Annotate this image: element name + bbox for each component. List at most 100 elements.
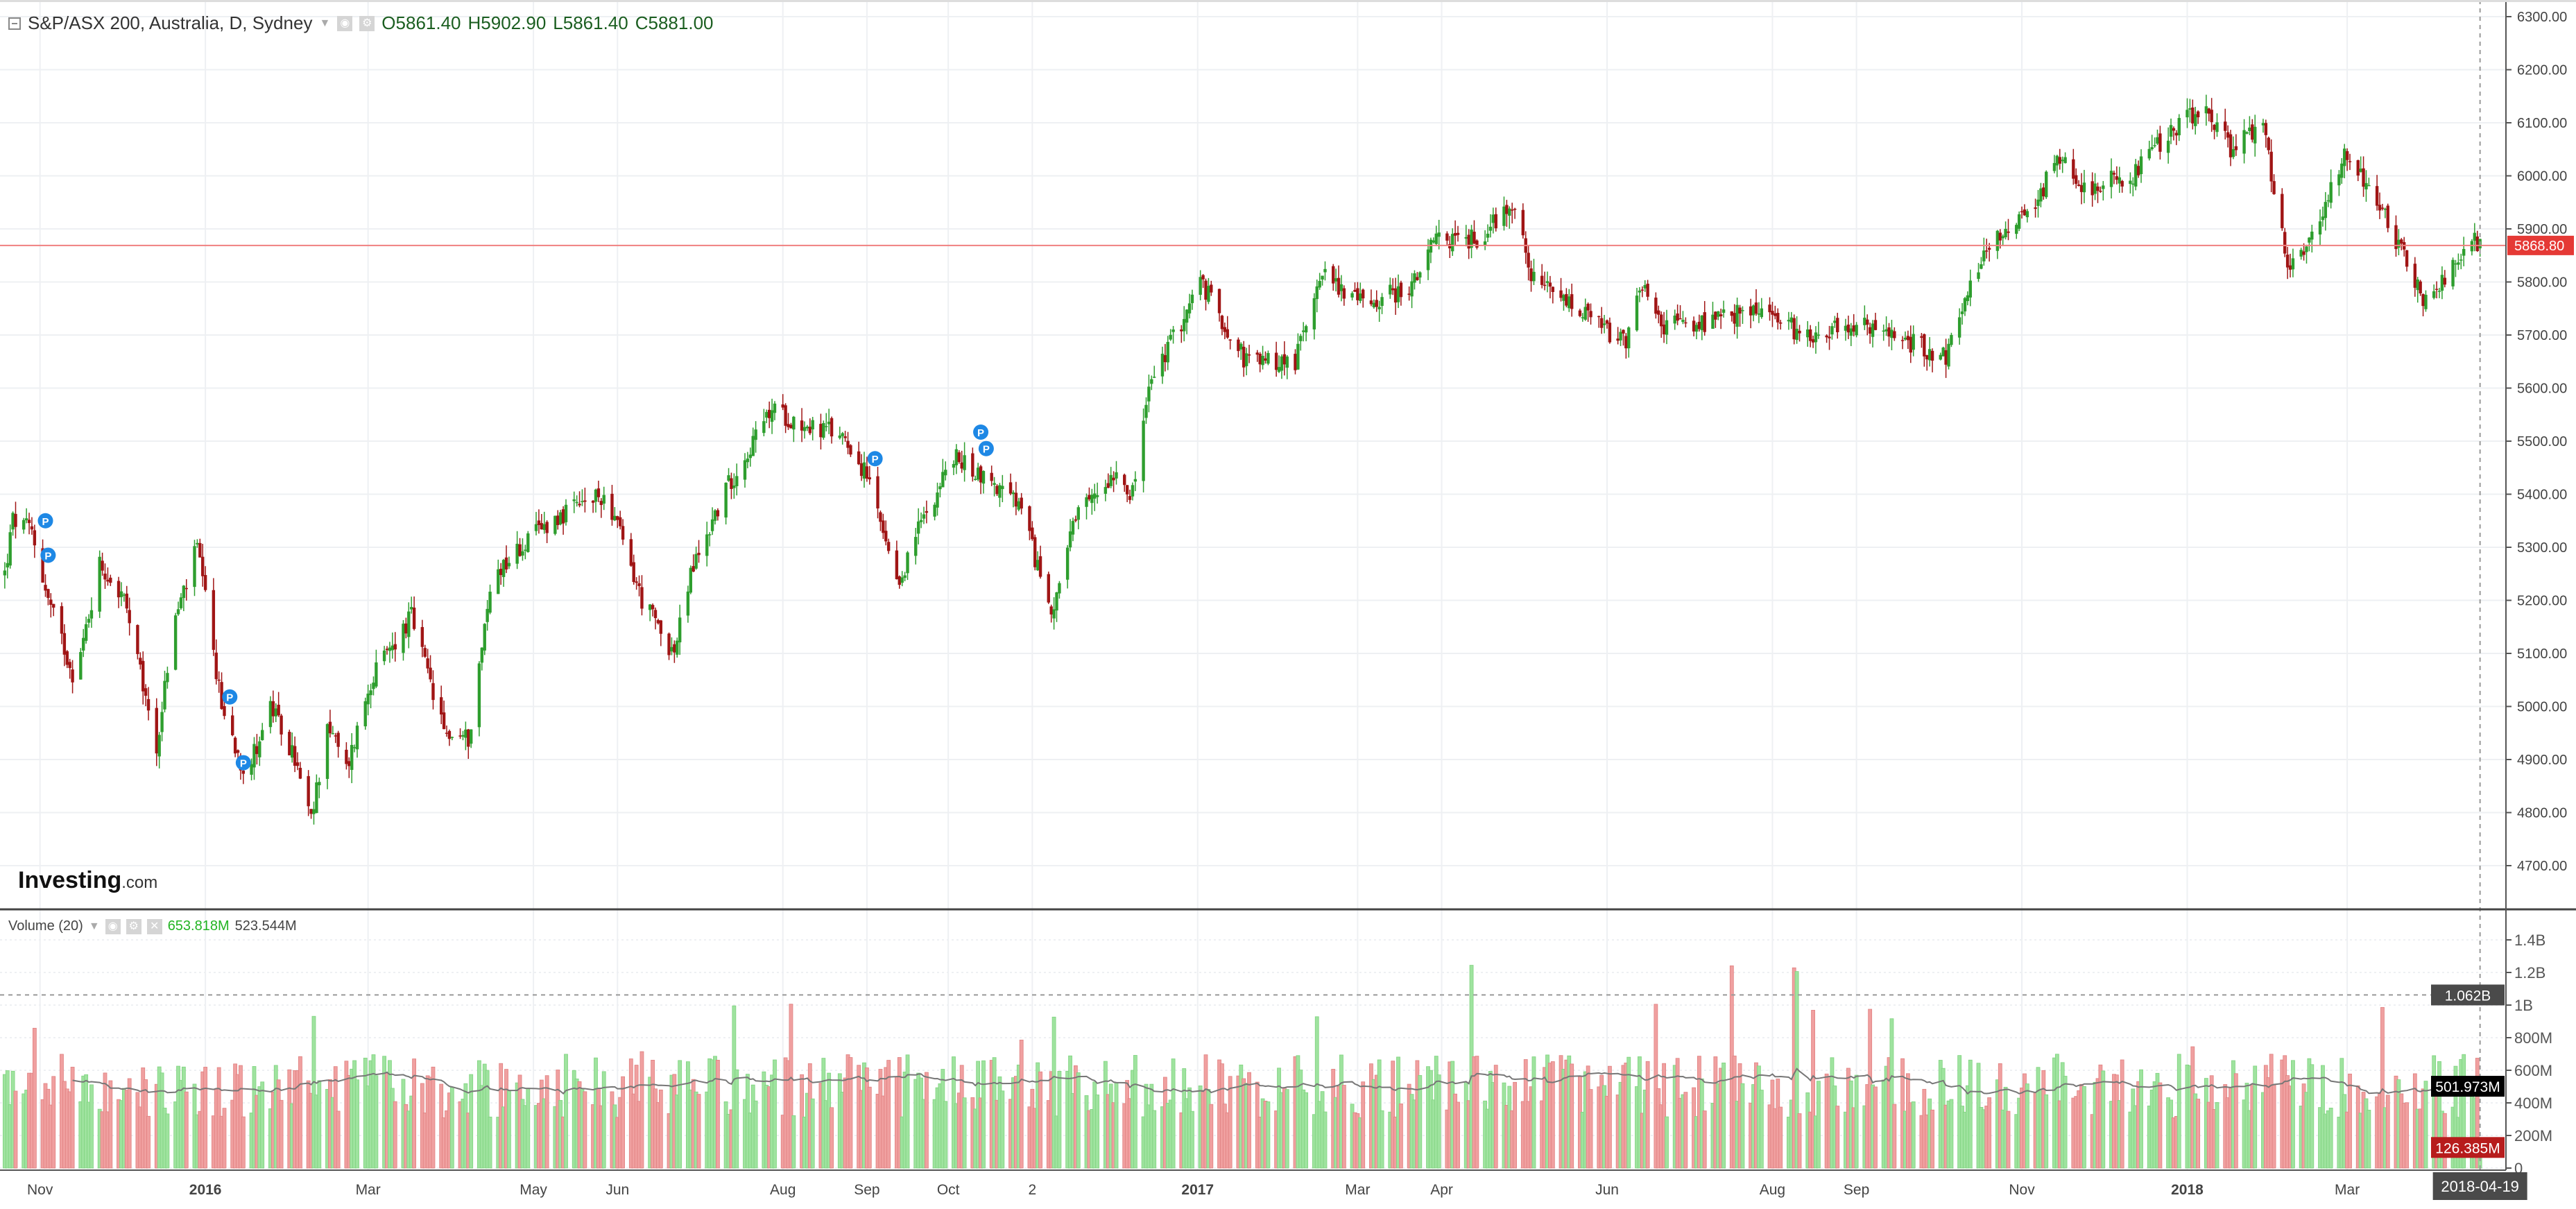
candle-body [914,537,918,556]
candle-body [900,577,904,583]
candle-body [2204,106,2208,114]
candle-body [2359,169,2362,172]
collapse-icon[interactable] [8,17,21,30]
candle-body [1133,479,1137,482]
candle-body [1711,314,1715,329]
candle-body [1676,313,1679,321]
candle-body [420,627,424,647]
candle-body [1445,233,1449,241]
candle-body [2215,122,2219,132]
candle-body [141,660,145,692]
candle-body [101,560,104,571]
volume-bar [1323,1111,1328,1169]
candle-body [271,701,275,717]
candle-body [1833,320,1837,323]
volume-bar [2233,1073,2238,1169]
settings-icon[interactable]: ⚙ [126,918,141,934]
candle-body [1085,497,1088,507]
volume-bar [564,1054,568,1169]
candle-body [2435,289,2439,290]
candle-body [1741,310,1744,311]
candle-body [6,563,9,568]
time-tick-label: 2 [1028,1182,1036,1198]
candle-body [1578,310,1582,316]
candle-body [1502,206,1506,226]
candle-body [594,489,598,502]
candle-body [295,762,300,766]
symbol-title[interactable]: S&P/ASX 200, Australia, D, Sydney [28,12,313,33]
candle-body [1115,472,1118,479]
candle-body [808,427,812,434]
candle-body [1941,348,1945,357]
candle-body [1912,334,1915,350]
candle-body [591,500,595,503]
candle-body [629,539,633,566]
volume-title[interactable]: Volume (20) [8,918,83,934]
candle-body [2462,248,2466,256]
candle-body [87,619,91,623]
volume-bar [943,1101,948,1169]
candle-body [653,610,658,619]
volume-bars [2,965,2482,1169]
candle-body [1318,281,1321,288]
visibility-icon[interactable]: ◉ [337,15,353,31]
candle-body [1315,286,1319,300]
candle-body [2210,110,2213,123]
time-tick-label: Mar [2335,1182,2360,1198]
candle-body [2383,208,2387,210]
candle-body [676,640,679,655]
candle-body [990,472,993,481]
candle-body [2291,258,2295,270]
candle-body [919,520,923,522]
candle-body [1204,280,1208,300]
candle-body [1521,209,1525,236]
close-icon[interactable]: ✕ [146,918,162,934]
volume-bar [469,1074,474,1169]
candle-body [1047,574,1050,603]
candle-body [526,533,530,552]
candle-body [1950,334,1953,345]
candle-body [497,569,500,594]
candle-body [388,647,392,651]
candle-body [1104,487,1108,494]
candle-body [1589,311,1592,318]
candle-body [407,611,411,637]
candle-body [2326,200,2330,202]
candle-body [979,466,983,483]
candle-body [2109,171,2113,187]
candle-body [82,637,85,651]
candle-body [184,588,188,590]
candle-body [596,488,601,497]
candle-body [1052,609,1056,619]
candle-body [1583,307,1587,320]
volume-bar [488,1116,492,1169]
candle-body [754,429,757,440]
candle-body [2343,148,2346,166]
dropdown-icon[interactable]: ▼ [88,920,100,932]
candle-body [2285,255,2290,268]
candle-body [2036,199,2040,206]
visibility-icon[interactable]: ◉ [105,918,121,934]
candle-body [1244,353,1248,366]
candle-body [1995,230,2000,251]
candle-body [1852,325,1855,332]
dropdown-icon[interactable]: ▼ [319,17,331,29]
volume-bar [639,1051,644,1169]
candle-body [1375,300,1378,307]
candle-body [1616,338,1620,341]
candle-body [176,609,180,615]
candle-body [2082,182,2086,193]
time-tick-label: Nov [2009,1182,2035,1198]
candle-body [298,767,302,779]
candle-body [291,745,294,758]
candle-body [2055,155,2059,166]
event-marker-label: P [983,444,990,456]
candle-body [1399,282,1403,298]
candle-body [707,534,712,535]
settings-icon[interactable]: ⚙ [359,15,375,31]
event-marker [978,440,994,456]
candle-body [1090,495,1094,504]
candle-body [1147,386,1151,402]
candle-body [1806,329,1810,338]
